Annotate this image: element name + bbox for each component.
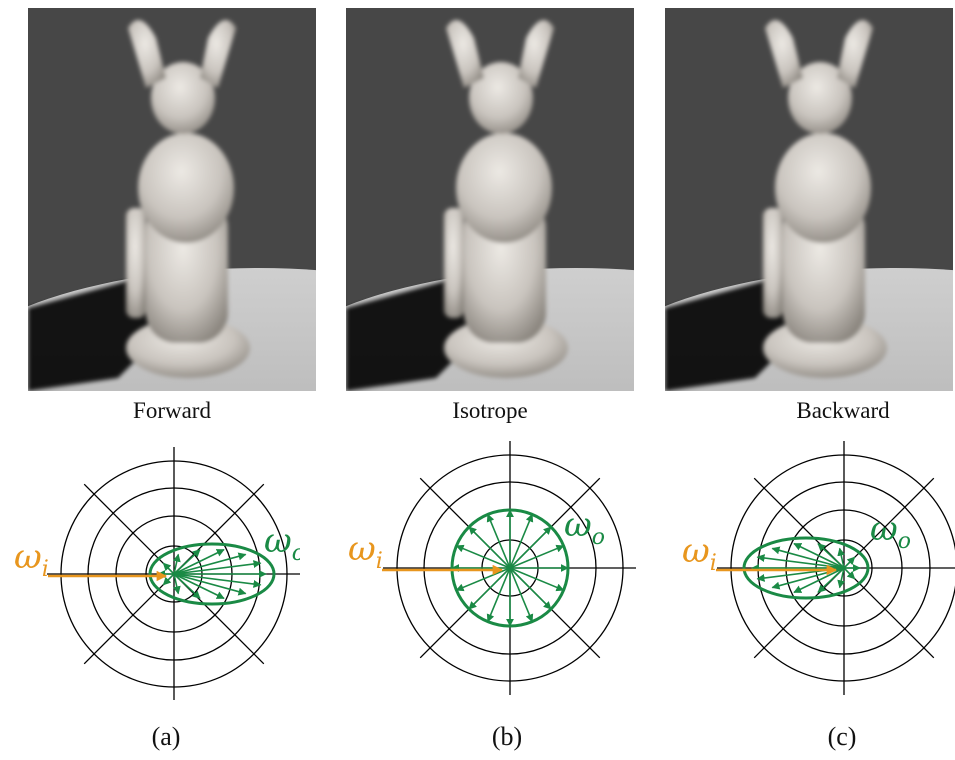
scatter-arrow	[162, 562, 175, 575]
scatter-arrow	[173, 548, 225, 575]
sublabel-b: (b)	[491, 722, 523, 751]
scatter-arrow	[771, 546, 845, 569]
scatter-arrow	[173, 552, 247, 575]
omega-o-label: ωo	[870, 509, 911, 554]
caption-isotrope: Isotrope	[452, 398, 528, 423]
render-forward	[28, 8, 316, 391]
scattering-lobe	[742, 536, 870, 600]
scatter-arrow	[837, 567, 846, 589]
render-backward	[665, 8, 953, 391]
scatter-arrow	[172, 553, 181, 575]
sublabel-a: (a)	[151, 722, 181, 751]
scatter-arrow	[486, 513, 511, 569]
omega-i-label: ωi	[348, 529, 383, 574]
render-isotrope	[346, 8, 634, 391]
scatter-arrow	[173, 573, 201, 599]
scatter-arrow	[756, 554, 845, 569]
scatter-arrow	[173, 573, 247, 596]
scatter-arrow	[162, 573, 175, 586]
phase-diagram-isotrope: ωi ωo	[348, 441, 636, 695]
scatter-arrow	[468, 526, 511, 569]
sublabel-c: (c)	[827, 722, 857, 751]
statue-render-image	[28, 8, 316, 391]
scatter-arrow	[509, 526, 552, 569]
scatter-arrow	[843, 567, 856, 580]
scatter-arrow	[173, 560, 262, 575]
statue-render-image	[665, 8, 953, 391]
lobe-outline	[742, 536, 870, 600]
scatter-arrow	[173, 549, 201, 575]
lobe-outline	[148, 542, 276, 606]
scatter-arrow	[173, 573, 262, 588]
scatter-arrow	[843, 556, 856, 569]
scatter-arrow	[509, 567, 534, 623]
scatter-arrow	[468, 567, 511, 610]
caption-forward: Forward	[133, 398, 211, 423]
omega-i-label: ωi	[682, 531, 717, 576]
phase-diagram-forward: ωi ωo	[14, 447, 300, 700]
phase-diagram-backward: ωi ωo	[682, 441, 955, 695]
scatter-arrow	[837, 547, 846, 569]
scatter-arrow	[509, 544, 565, 569]
omega-o-label: ωo	[264, 521, 300, 566]
scattering-lobe	[148, 542, 276, 606]
scatter-arrow	[817, 567, 845, 593]
scatter-arrow	[793, 542, 845, 569]
scattering-lobe	[450, 508, 570, 628]
scatter-arrow	[455, 544, 511, 569]
statue-render-image	[346, 8, 634, 391]
omega-i-label: ωi	[14, 537, 49, 582]
scatter-arrow	[817, 543, 845, 569]
scatter-arrow	[173, 573, 225, 600]
scatter-arrow	[509, 567, 565, 592]
caption-backward: Backward	[796, 398, 890, 423]
scatter-arrow	[509, 513, 534, 569]
omega-o-label: ωo	[564, 505, 605, 550]
scatter-arrow	[486, 567, 511, 623]
scatter-arrow	[172, 573, 181, 595]
scatter-arrow	[509, 567, 552, 610]
